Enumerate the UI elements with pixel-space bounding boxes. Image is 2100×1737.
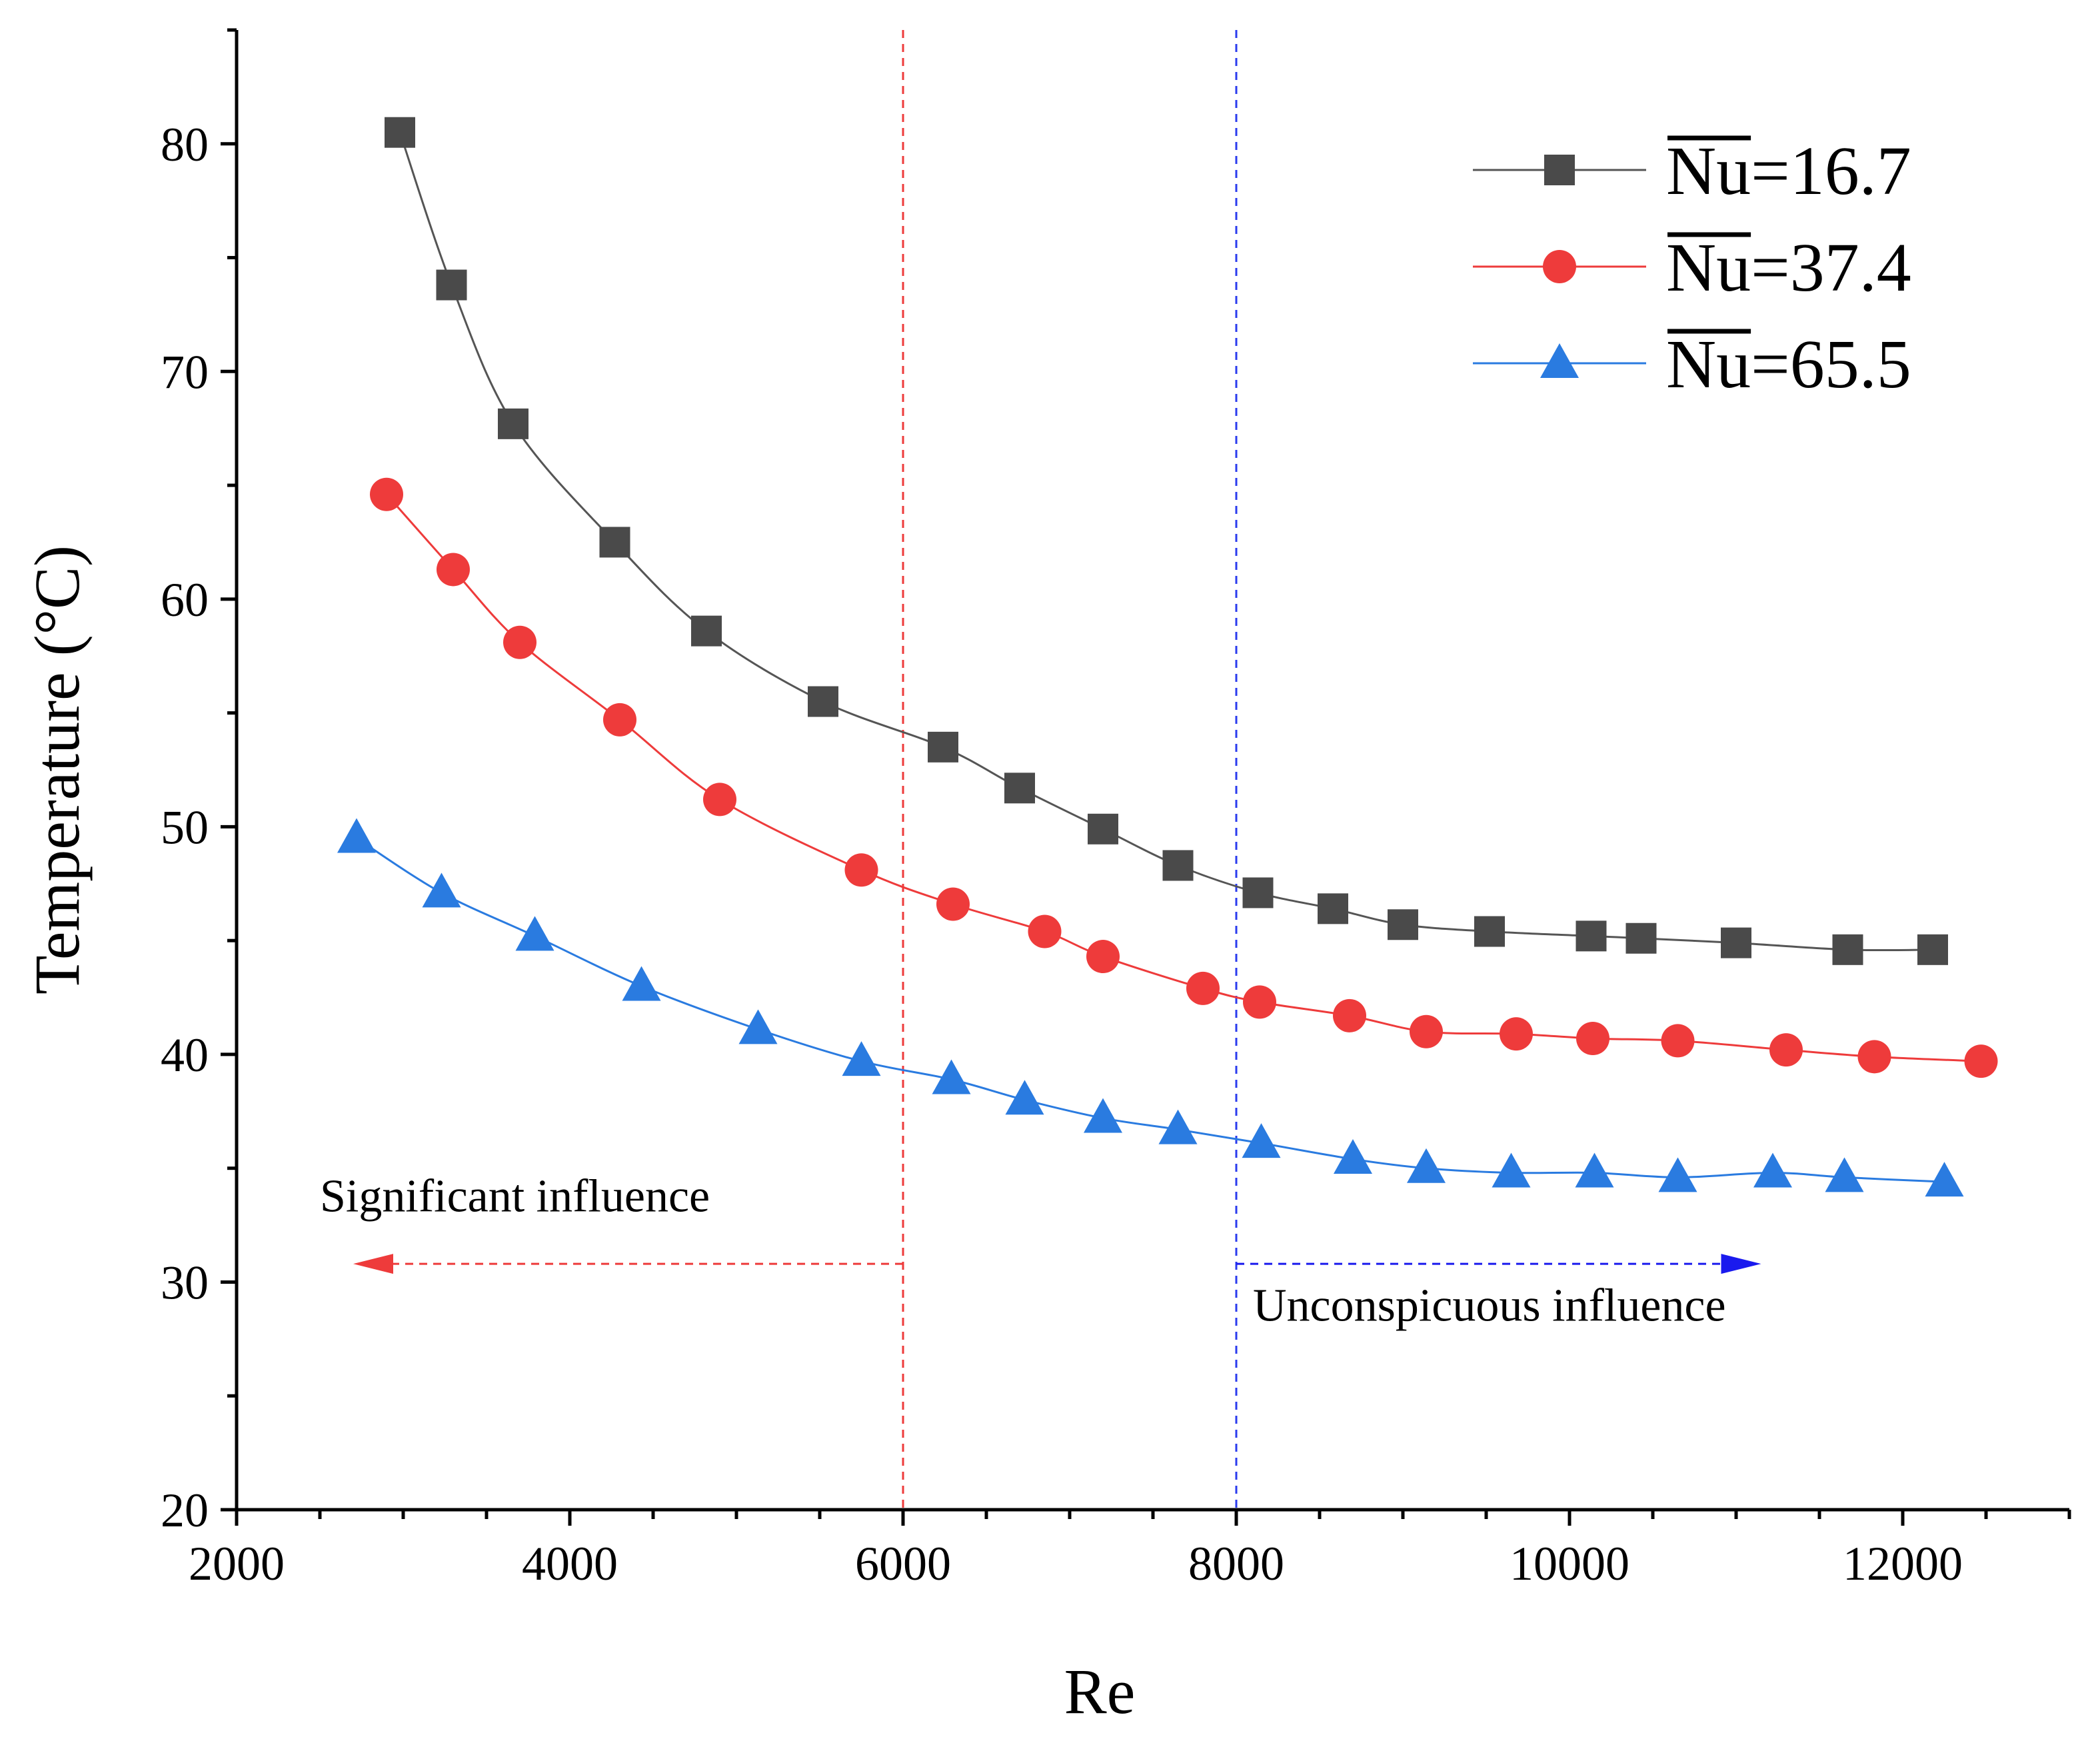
legend-marker [1543,250,1576,283]
data-point [1658,1157,1697,1192]
data-point [932,1059,971,1094]
x-tick-label: 12000 [1843,1537,1963,1590]
data-point [1186,971,1220,1005]
x-axis-label: Re [1064,1656,1136,1727]
y-tick-label: 20 [161,1484,209,1537]
legend-value: =65.5 [1751,326,1911,403]
data-point [1388,909,1418,940]
data-point [1004,773,1035,804]
annotation-arrow-head [353,1254,393,1274]
data-point [842,1041,881,1076]
data-point [436,269,467,301]
data-point [1162,850,1194,881]
y-tick-label: 80 [161,118,209,171]
data-point [703,783,736,817]
data-point [1243,985,1276,1019]
series-2 [370,477,1998,1078]
legend: Nu =16.7Nu =37.4Nu =65.5 [1473,133,1911,403]
data-point [1769,1033,1803,1067]
data-point [1334,1139,1372,1174]
series-3 [337,818,1964,1197]
data-point [498,408,528,439]
data-point [1318,893,1348,924]
y-tick-label: 50 [161,801,209,854]
data-point [1576,1022,1609,1056]
legend-marker [1544,155,1575,185]
legend-symbol: Nu [1666,326,1751,403]
data-point [1407,1148,1446,1183]
data-point [936,887,970,921]
data-point [1721,927,1751,958]
x-tick-label: 2000 [189,1537,285,1590]
data-point [599,527,630,558]
data-point [1492,1152,1531,1188]
legend-value: =37.4 [1751,229,1911,306]
y-axis-label: Temperature (°C) [21,545,93,994]
data-point [1088,813,1118,845]
data-point [1158,1109,1198,1144]
data-point [1925,1162,1964,1197]
annotations: Significant influence Unconspicuous influ… [320,1171,1761,1332]
axes: 2000 4000 6000 8000 10000 12000 20 30 40 50 60 70 80… [21,28,2071,1727]
x-tick-label: 10000 [1510,1537,1629,1590]
data-point [1575,1152,1614,1188]
legend-entry: Nu =65.5 [1473,326,1911,403]
y-tick-label: 30 [161,1256,209,1309]
x-tick-label: 8000 [1188,1537,1284,1590]
data-point [622,966,661,1001]
data-point [603,703,636,737]
data-point [1500,1017,1533,1051]
data-series [337,117,1998,1197]
data-point [422,872,461,908]
data-point [1028,914,1062,948]
data-point [1084,1098,1122,1133]
reference-lines [902,30,1238,1510]
data-point [385,117,415,148]
data-point [370,477,403,511]
data-point [1410,1014,1443,1048]
y-tick-label: 60 [161,573,209,627]
series-line [385,493,1981,1062]
annotation-text: Significant influence [320,1171,710,1222]
data-point [1753,1152,1792,1188]
data-point [808,686,838,717]
data-point [437,553,470,587]
data-point [691,615,722,647]
annotation-text: Unconspicuous influence [1253,1280,1726,1332]
legend-marker [1540,343,1579,378]
data-point [928,731,958,763]
data-point [1333,998,1366,1032]
series-line [356,837,1945,1183]
legend-entry: Nu =37.4 [1473,229,1911,306]
data-point [337,818,376,853]
data-point [1825,1157,1864,1192]
legend-entry: Nu =16.7 [1473,133,1911,209]
data-point [1242,877,1274,908]
data-point [503,625,536,659]
y-tick-label: 70 [161,345,209,399]
x-tick-label: 4000 [522,1537,618,1590]
legend-value: =16.7 [1751,133,1911,209]
annotation-arrow-head [1721,1254,1761,1274]
data-point [1661,1024,1695,1058]
data-point [515,916,554,951]
data-point [1242,1123,1281,1158]
data-point [1832,934,1863,965]
y-tick-label: 40 [161,1028,209,1082]
data-point [1086,940,1120,974]
legend-symbol: Nu [1666,229,1751,306]
data-point [738,1009,778,1044]
data-point [1005,1080,1044,1115]
data-point [844,853,878,887]
legend-symbol: Nu [1666,133,1751,209]
data-point [1474,916,1505,947]
data-point [1857,1040,1891,1074]
data-point [1917,934,1948,965]
x-tick-label: 6000 [855,1537,951,1590]
data-point [1964,1044,1998,1078]
data-point [1625,922,1657,954]
data-point [1575,920,1607,952]
series-1 [385,117,1948,965]
